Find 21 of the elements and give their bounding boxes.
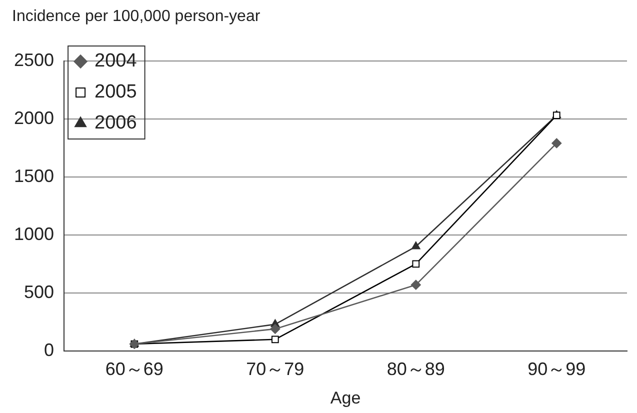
point <box>411 242 420 250</box>
y-tick-label: 2500 <box>14 50 54 70</box>
legend-label: 2004 <box>94 50 138 72</box>
point <box>410 280 421 290</box>
y-tick-label: 1000 <box>14 224 54 244</box>
x-tick-label: 90～99 <box>528 358 586 379</box>
x-tick-label: 60～69 <box>105 358 164 379</box>
y-tick-label: 0 <box>44 340 54 360</box>
point <box>271 336 279 344</box>
y-tick-label: 2000 <box>14 108 54 128</box>
point <box>412 260 420 268</box>
x-axis-title: Age <box>330 388 361 408</box>
x-tick-label: 70～79 <box>246 358 304 379</box>
point <box>270 324 280 334</box>
y-tick-label: 500 <box>24 282 54 302</box>
y-axis-title: Incidence per 100,000 person-year <box>12 8 260 26</box>
legend-label: 2005 <box>94 82 137 103</box>
point <box>552 138 562 148</box>
x-tick-label: 80～89 <box>386 358 445 379</box>
y-tick-label: 1500 <box>14 166 54 186</box>
legend-label: 2006 <box>94 112 137 134</box>
